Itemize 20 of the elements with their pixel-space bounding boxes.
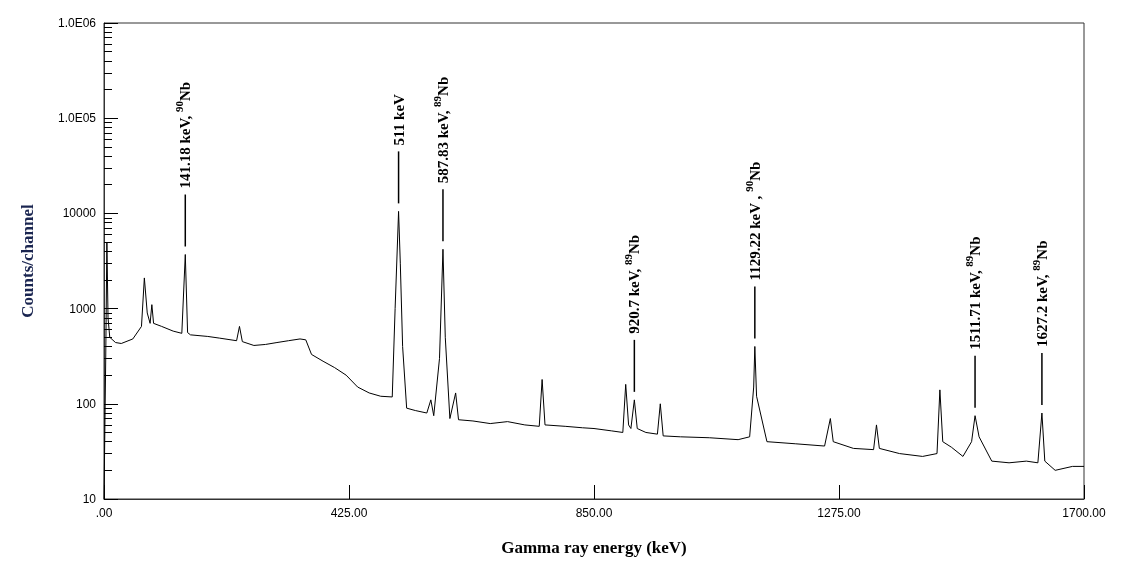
x-axis-title: Gamma ray energy (keV): [501, 538, 687, 557]
y-tick-label: 1.0E05: [57, 111, 97, 126]
annotation: 1511.71 keV, 89Nb: [963, 236, 984, 350]
x-tick-label: 1700.00: [1062, 506, 1107, 520]
x-tick-label: 850.00: [575, 506, 613, 520]
annotation: 1129.22 keV , 90Nb: [742, 161, 763, 281]
x-tick-label: 1275.00: [817, 506, 862, 520]
annotation: 511 keV: [390, 93, 407, 146]
y-tick-label: 1000: [69, 301, 97, 316]
y-tick-label: 100: [75, 396, 97, 411]
annotation: 920.7 keV, 89Nb: [622, 234, 643, 334]
y-tick-label: 1.0E06: [57, 16, 97, 30]
annotation: 141.18 keV, 90Nb: [173, 81, 194, 189]
x-tick-label: 425.00: [330, 506, 368, 520]
y-tick-label: 10: [82, 492, 97, 506]
y-tick-label: 10000: [62, 206, 97, 221]
x-tick-label: .00: [95, 506, 113, 520]
y-axis-title: Counts/channel: [18, 204, 37, 318]
annotation: 587.83 keV, 89Nb: [430, 76, 451, 184]
annotation: 1627.2 keV, 89Nb: [1029, 240, 1050, 348]
